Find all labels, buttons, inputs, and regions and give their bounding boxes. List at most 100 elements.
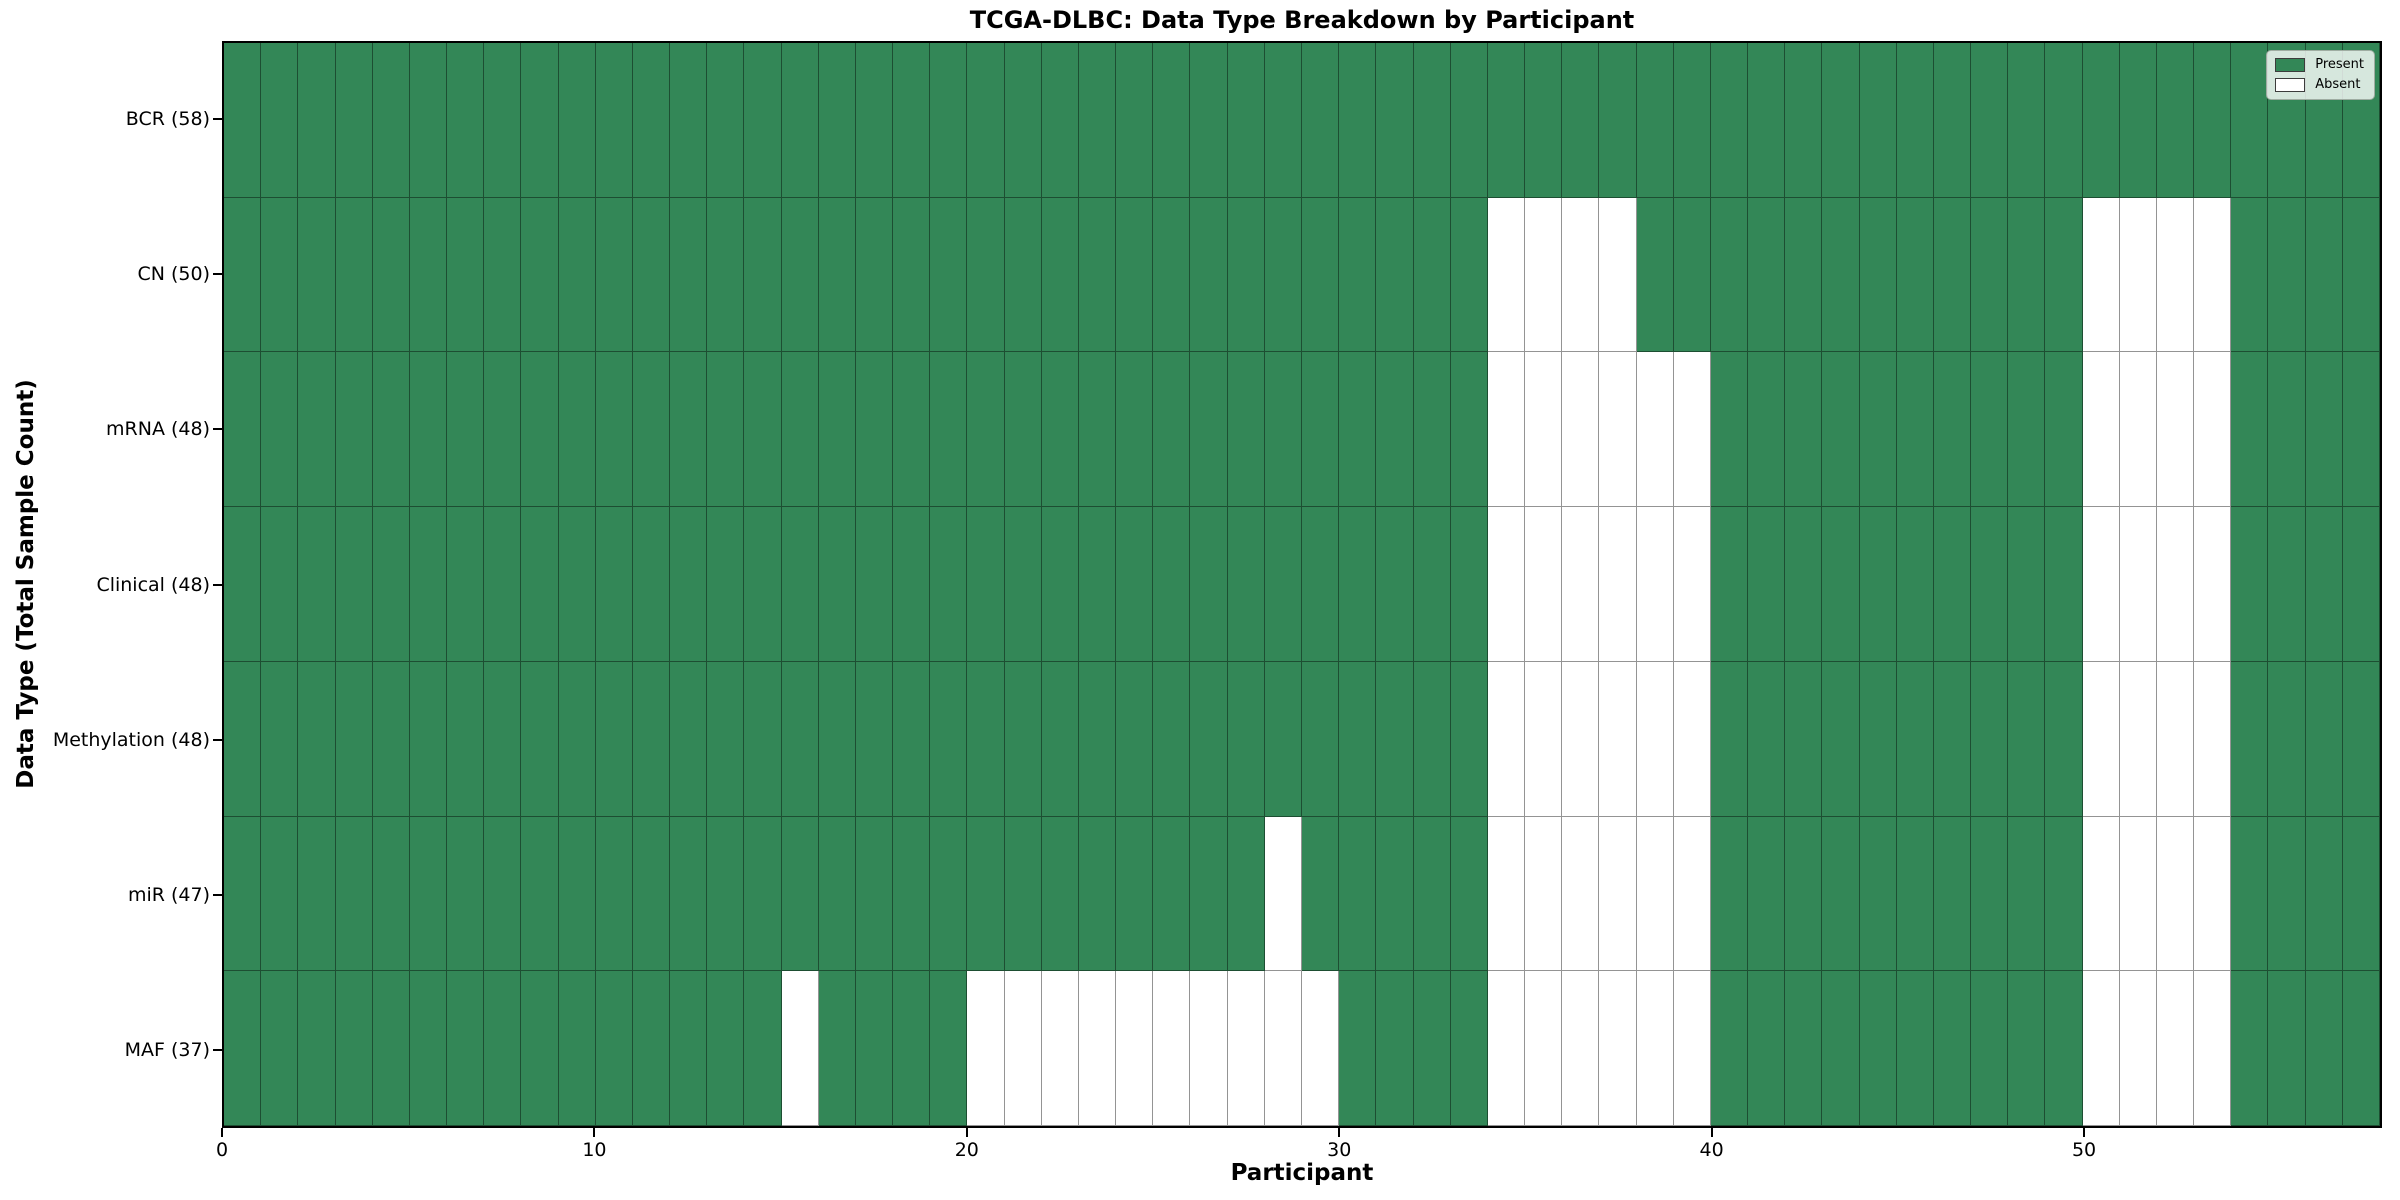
heatmap-cell <box>1153 197 1191 353</box>
heatmap-cell <box>1116 352 1154 508</box>
heatmap-cell <box>1041 507 1079 662</box>
heatmap-cell <box>744 43 782 198</box>
heatmap-cell <box>781 507 819 662</box>
heatmap-cell <box>1525 197 1563 353</box>
heatmap-cell <box>1859 816 1897 972</box>
heatmap-cell <box>1896 661 1934 817</box>
heatmap-cell <box>2082 43 2120 198</box>
heatmap-cell <box>2268 661 2306 817</box>
heatmap-cell <box>372 197 410 353</box>
heatmap-cell <box>1376 43 1414 198</box>
heatmap-cell <box>2008 197 2046 353</box>
heatmap-cell <box>2305 197 2343 353</box>
heatmap-cell <box>930 352 968 508</box>
heatmap-cell <box>2342 971 2380 1126</box>
heatmap-cell <box>1078 197 1117 353</box>
heatmap-cell <box>707 661 745 817</box>
heatmap-cell <box>1673 43 1711 198</box>
heatmap-cell <box>1971 971 2009 1126</box>
heatmap-cell <box>1339 971 1377 1126</box>
heatmap-cell <box>1599 507 1637 662</box>
heatmap-cell <box>1078 971 1117 1126</box>
heatmap-cell <box>1153 352 1191 508</box>
heatmap-cell <box>1525 507 1563 662</box>
heatmap-cell <box>632 507 671 662</box>
heatmap-cell <box>409 971 448 1126</box>
heatmap-cell <box>1562 661 1600 817</box>
heatmap-cell <box>484 43 522 198</box>
heatmap-cell <box>707 197 745 353</box>
heatmap-cell <box>2156 197 2195 353</box>
heatmap-cell <box>1636 971 1674 1126</box>
heatmap-cell <box>2156 816 2195 972</box>
heatmap-cell <box>1116 197 1154 353</box>
heatmap-cell <box>521 507 559 662</box>
heatmap-cell <box>1078 507 1117 662</box>
heatmap-cell <box>1041 816 1079 972</box>
heatmap-cell <box>1822 507 1860 662</box>
heatmap-cell <box>558 352 596 508</box>
heatmap-cell <box>595 971 633 1126</box>
heatmap-cell <box>372 507 410 662</box>
heatmap-cell <box>2156 661 2195 817</box>
heatmap-cell <box>967 507 1005 662</box>
chart-title: TCGA-DLBC: Data Type Breakdown by Partic… <box>969 6 1635 34</box>
heatmap-cell <box>1116 971 1154 1126</box>
heatmap-cell <box>447 661 485 817</box>
heatmap-cell <box>707 816 745 972</box>
y-tick-mark <box>213 1049 222 1052</box>
heatmap-cell <box>1896 197 1934 353</box>
heatmap-cell <box>1710 352 1749 508</box>
heatmap-cell <box>893 43 931 198</box>
heatmap-cell <box>1971 507 2009 662</box>
heatmap-cell <box>1413 971 1451 1126</box>
heatmap-cell <box>2231 661 2269 817</box>
heatmap-cell <box>298 43 336 198</box>
heatmap-cell <box>2082 816 2120 972</box>
heatmap-cell <box>1636 816 1674 972</box>
x-tick-label: 30 <box>1327 1139 1352 1161</box>
heatmap-cell <box>1227 197 1265 353</box>
heatmap-cell <box>261 816 299 972</box>
heatmap-cell <box>2119 816 2157 972</box>
heatmap-cell <box>1636 507 1674 662</box>
heatmap-cell <box>2268 352 2306 508</box>
heatmap-cell <box>1710 197 1749 353</box>
heatmap-cell <box>2342 197 2380 353</box>
heatmap-cell <box>521 352 559 508</box>
x-tick-mark <box>221 1128 223 1137</box>
heatmap-cell <box>707 43 745 198</box>
heatmap-cell <box>818 507 856 662</box>
heatmap-cell <box>1339 352 1377 508</box>
heatmap-cell <box>1971 352 2009 508</box>
y-tick-mark <box>213 894 222 897</box>
heatmap-cell <box>1599 816 1637 972</box>
heatmap-cell <box>2268 971 2306 1126</box>
heatmap-cell <box>632 816 671 972</box>
heatmap-cell <box>1116 507 1154 662</box>
heatmap-cell <box>1933 816 1972 972</box>
heatmap-cell <box>1748 43 1786 198</box>
heatmap-cell <box>298 661 336 817</box>
heatmap-cell <box>1859 43 1897 198</box>
heatmap-cell <box>1376 971 1414 1126</box>
heatmap-cell <box>781 971 819 1126</box>
heatmap-cell <box>1004 661 1042 817</box>
heatmap-cell <box>1004 352 1042 508</box>
heatmap-cell <box>670 507 708 662</box>
heatmap-cell <box>2045 507 2083 662</box>
heatmap-cell <box>893 352 931 508</box>
heatmap-cell <box>1599 197 1637 353</box>
heatmap-cell <box>744 661 782 817</box>
heatmap-cell <box>2082 507 2120 662</box>
heatmap-cell <box>1301 197 1340 353</box>
heatmap-cell <box>818 816 856 972</box>
heatmap-cell <box>335 352 373 508</box>
heatmap-cell <box>744 197 782 353</box>
heatmap-cell <box>2194 816 2232 972</box>
heatmap-cell <box>224 197 262 353</box>
heatmap-cell <box>2305 816 2343 972</box>
heatmap-cell <box>484 197 522 353</box>
heatmap-cell <box>744 352 782 508</box>
x-tick-mark <box>593 1128 596 1137</box>
